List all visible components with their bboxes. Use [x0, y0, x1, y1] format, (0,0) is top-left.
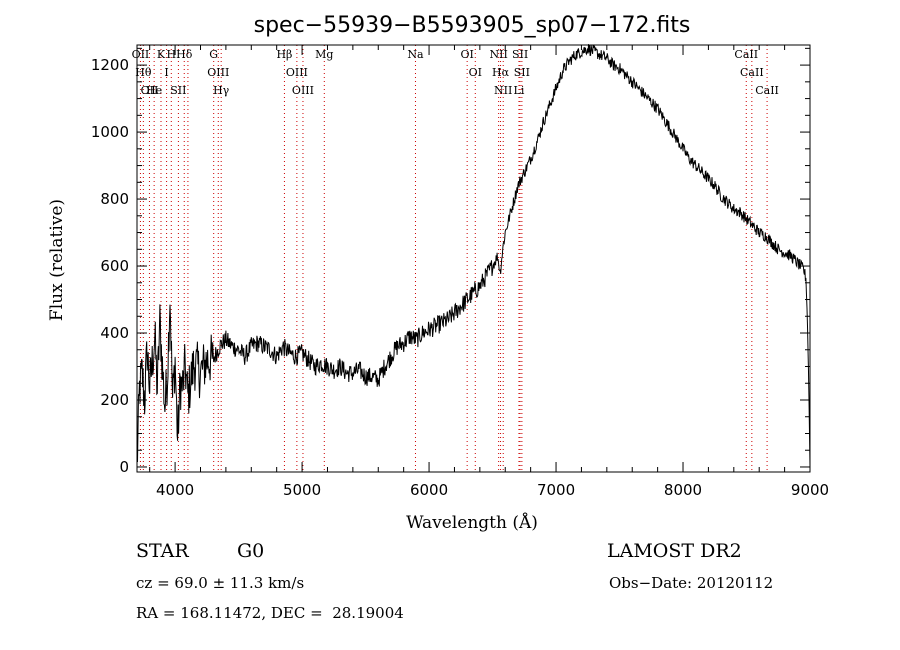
spectral-line-label: Hα: [492, 66, 510, 79]
y-tick-label: 1000: [91, 123, 129, 141]
x-tick-label: 6000: [410, 481, 448, 499]
x-tick-label: 9000: [791, 481, 829, 499]
spectral-line-label: OII: [132, 48, 150, 61]
spectral-line-label: Mg: [315, 48, 333, 61]
spectrum-series-line: [136, 44, 811, 468]
spectral-line-label: OI: [469, 66, 482, 79]
object-subclass: G0: [237, 540, 265, 562]
y-tick-label: 0: [119, 458, 129, 476]
spectral-line-label: Hθ: [135, 66, 152, 79]
x-axis-title: Wavelength (Å): [406, 512, 538, 533]
spectral-line-label: Na: [407, 48, 424, 61]
y-axis-title: Flux (relative): [47, 199, 67, 321]
redshift-readout: cz = 69.0 ± 11.3 km/s: [136, 574, 305, 592]
spectral-line-label: OII: [141, 84, 159, 97]
spectral-line-label: CaII: [734, 48, 758, 61]
observation-date: Obs−Date: 20120112: [609, 574, 774, 592]
x-axis-ticks: 4000 5000 6000 7000 8000 9000: [149, 45, 829, 499]
spectral-line-label: Hβ: [276, 48, 292, 61]
spectral-line-label: OIII: [207, 66, 229, 79]
spectral-line-label: OI: [460, 48, 473, 61]
spectral-line-label: Li: [514, 84, 525, 97]
x-tick-label: 8000: [664, 481, 702, 499]
y-tick-label: 800: [100, 190, 129, 208]
spectral-line-label: He: [146, 84, 162, 97]
spectral-line-label: I: [164, 66, 168, 79]
object-class: STAR: [136, 540, 189, 562]
x-tick-label: 4000: [156, 481, 194, 499]
spectral-line-markers: [139, 45, 768, 472]
spectral-line-label: SII: [514, 66, 530, 79]
spectral-line-label: NII: [489, 48, 507, 61]
spectral-line-label: NII: [494, 84, 512, 97]
y-axis-ticks: 0 200 400 600 800 1000 1200: [91, 47, 810, 476]
x-tick-label: 7000: [537, 481, 575, 499]
survey-name: LAMOST DR2: [607, 540, 742, 562]
spectral-line-label: CaII: [740, 66, 764, 79]
plot-frame: [136, 44, 811, 473]
y-tick-label: 1200: [91, 56, 129, 74]
x-tick-label: 5000: [283, 481, 321, 499]
spectral-line-label: OIII: [286, 66, 308, 79]
spectral-line-label: Hγ: [213, 84, 230, 97]
y-tick-label: 600: [100, 257, 129, 275]
y-tick-label: 400: [100, 324, 129, 342]
spectral-line-label: OIII: [292, 84, 314, 97]
chart-title: spec−55939−B5593905_sp07−172.fits: [254, 13, 691, 38]
spectral-line-label: CaII: [755, 84, 779, 97]
coordinates-readout: RA = 168.11472, DEC = 28.19004: [136, 604, 404, 622]
spectral-line-label: Hδ: [176, 48, 193, 61]
spectral-line-label: H: [166, 48, 176, 61]
spectral-line-label: G: [209, 48, 218, 61]
spectral-line-label: SII: [170, 84, 186, 97]
spectral-line-label: SII: [512, 48, 528, 61]
y-tick-label: 200: [100, 391, 129, 409]
spectral-line-label: K: [157, 48, 166, 61]
